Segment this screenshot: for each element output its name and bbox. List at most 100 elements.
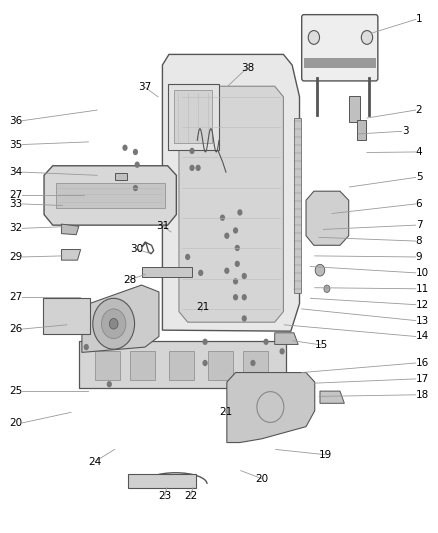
Text: 21: 21 bbox=[196, 302, 209, 312]
Text: 9: 9 bbox=[416, 252, 422, 262]
Text: 36: 36 bbox=[9, 116, 22, 126]
Text: 30: 30 bbox=[130, 244, 143, 254]
Bar bbox=[174, 91, 212, 143]
Circle shape bbox=[315, 264, 325, 276]
FancyBboxPatch shape bbox=[302, 14, 378, 81]
Circle shape bbox=[233, 294, 238, 301]
Text: 21: 21 bbox=[219, 407, 232, 417]
Circle shape bbox=[202, 360, 208, 366]
Text: 20: 20 bbox=[255, 474, 268, 483]
Circle shape bbox=[251, 360, 255, 366]
Circle shape bbox=[202, 338, 208, 345]
Circle shape bbox=[84, 344, 89, 350]
Bar bbox=[208, 351, 233, 381]
Text: 19: 19 bbox=[319, 450, 332, 460]
Text: 5: 5 bbox=[416, 172, 422, 182]
Circle shape bbox=[220, 215, 225, 221]
Text: 4: 4 bbox=[416, 147, 422, 157]
Polygon shape bbox=[116, 173, 127, 180]
Text: 6: 6 bbox=[416, 199, 422, 209]
Text: 38: 38 bbox=[240, 63, 254, 72]
Text: 16: 16 bbox=[416, 358, 429, 368]
Circle shape bbox=[93, 298, 134, 349]
Circle shape bbox=[133, 185, 138, 191]
Text: 7: 7 bbox=[416, 220, 422, 230]
Bar bbox=[294, 118, 301, 293]
Bar bbox=[168, 84, 219, 150]
Circle shape bbox=[308, 30, 320, 44]
Polygon shape bbox=[179, 86, 283, 322]
Circle shape bbox=[107, 381, 112, 387]
Polygon shape bbox=[82, 285, 159, 352]
Polygon shape bbox=[79, 341, 286, 389]
Circle shape bbox=[235, 261, 240, 267]
Text: 28: 28 bbox=[123, 274, 136, 285]
Text: 25: 25 bbox=[9, 386, 22, 396]
Text: 17: 17 bbox=[416, 374, 429, 384]
Circle shape bbox=[242, 273, 247, 279]
Circle shape bbox=[237, 209, 243, 216]
Circle shape bbox=[110, 318, 118, 329]
Polygon shape bbox=[61, 224, 79, 235]
Text: 27: 27 bbox=[9, 190, 22, 200]
Circle shape bbox=[134, 161, 140, 168]
Text: 14: 14 bbox=[416, 332, 429, 342]
Circle shape bbox=[122, 144, 127, 151]
Text: 22: 22 bbox=[184, 491, 198, 501]
Text: 23: 23 bbox=[158, 491, 171, 501]
Bar bbox=[95, 351, 120, 381]
Text: 12: 12 bbox=[416, 300, 429, 310]
Polygon shape bbox=[61, 249, 81, 260]
Text: 3: 3 bbox=[402, 126, 408, 136]
Text: 13: 13 bbox=[416, 316, 429, 326]
Text: 8: 8 bbox=[416, 236, 422, 246]
Bar bbox=[141, 266, 191, 277]
Circle shape bbox=[361, 30, 373, 44]
Circle shape bbox=[233, 227, 238, 233]
Circle shape bbox=[185, 254, 190, 260]
Text: 29: 29 bbox=[9, 252, 22, 262]
Text: 37: 37 bbox=[138, 82, 152, 92]
Polygon shape bbox=[275, 333, 298, 344]
Bar bbox=[243, 351, 268, 381]
Circle shape bbox=[189, 165, 194, 171]
Circle shape bbox=[233, 278, 238, 285]
Text: 24: 24 bbox=[88, 457, 102, 466]
Circle shape bbox=[235, 245, 240, 251]
Circle shape bbox=[195, 165, 201, 171]
Text: 11: 11 bbox=[416, 284, 429, 294]
Polygon shape bbox=[44, 166, 177, 225]
Text: 27: 27 bbox=[9, 292, 22, 302]
Polygon shape bbox=[227, 373, 315, 442]
Bar bbox=[169, 351, 194, 381]
Text: 35: 35 bbox=[9, 140, 22, 150]
Bar bbox=[130, 351, 155, 381]
Circle shape bbox=[242, 316, 247, 321]
Text: 1: 1 bbox=[416, 14, 422, 25]
Bar bbox=[304, 58, 376, 68]
Polygon shape bbox=[306, 191, 349, 245]
Polygon shape bbox=[320, 391, 344, 403]
Circle shape bbox=[224, 268, 230, 274]
Polygon shape bbox=[56, 183, 165, 208]
Circle shape bbox=[224, 232, 230, 239]
Circle shape bbox=[242, 294, 247, 301]
Bar bbox=[43, 298, 90, 334]
Bar bbox=[128, 474, 196, 488]
Text: 15: 15 bbox=[314, 340, 328, 350]
Text: 26: 26 bbox=[9, 324, 22, 334]
Text: 32: 32 bbox=[9, 223, 22, 233]
Text: 2: 2 bbox=[416, 105, 422, 115]
Circle shape bbox=[198, 270, 203, 276]
Bar bbox=[357, 120, 366, 140]
Circle shape bbox=[133, 149, 138, 155]
Polygon shape bbox=[162, 54, 300, 331]
Text: 20: 20 bbox=[9, 418, 22, 428]
Text: 18: 18 bbox=[416, 390, 429, 400]
Circle shape bbox=[263, 338, 268, 345]
Circle shape bbox=[189, 148, 194, 154]
Circle shape bbox=[102, 309, 126, 338]
Text: 33: 33 bbox=[9, 199, 22, 209]
Text: 10: 10 bbox=[416, 268, 429, 278]
Bar bbox=[349, 96, 360, 122]
